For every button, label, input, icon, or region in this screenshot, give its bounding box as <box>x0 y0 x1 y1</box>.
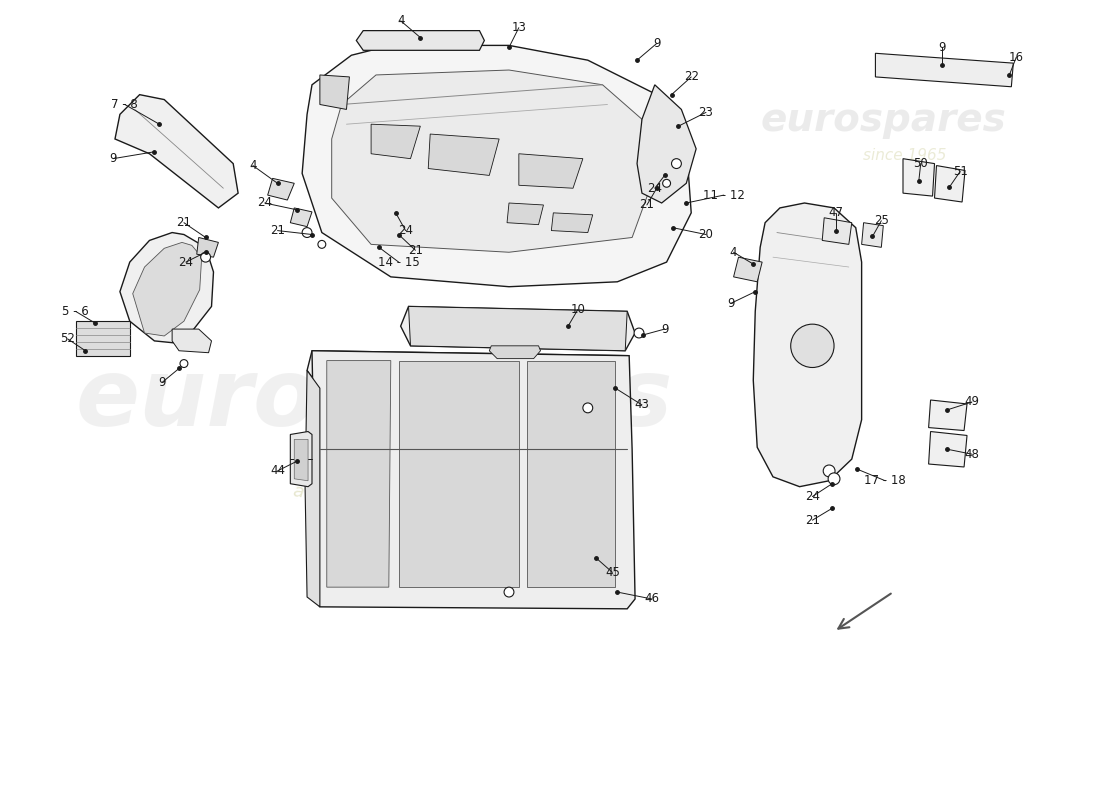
Polygon shape <box>197 238 219 257</box>
Polygon shape <box>295 439 308 481</box>
Circle shape <box>823 465 835 477</box>
Polygon shape <box>116 94 238 208</box>
Text: 13: 13 <box>512 21 526 34</box>
Text: 4: 4 <box>249 159 256 172</box>
Text: 21: 21 <box>805 514 820 526</box>
Polygon shape <box>928 431 967 467</box>
Polygon shape <box>320 75 350 110</box>
Text: 24: 24 <box>398 224 414 237</box>
Polygon shape <box>307 350 629 392</box>
Polygon shape <box>876 54 1013 86</box>
Circle shape <box>583 403 593 413</box>
Polygon shape <box>428 134 499 175</box>
Polygon shape <box>400 306 635 350</box>
Text: 7 - 8: 7 - 8 <box>111 98 139 111</box>
Text: eurospares: eurospares <box>75 354 673 446</box>
Polygon shape <box>290 431 312 486</box>
Text: 5 - 6: 5 - 6 <box>63 305 89 318</box>
Text: 4: 4 <box>397 14 405 27</box>
Text: 45: 45 <box>605 566 620 579</box>
Polygon shape <box>754 203 861 486</box>
Polygon shape <box>903 158 935 196</box>
Circle shape <box>504 587 514 597</box>
Text: 21: 21 <box>639 198 654 211</box>
Polygon shape <box>822 218 851 244</box>
Text: 52: 52 <box>60 333 75 346</box>
Text: 14 - 15: 14 - 15 <box>377 255 419 269</box>
Circle shape <box>662 179 671 187</box>
Text: a passion for parts since 1965: a passion for parts since 1965 <box>293 482 564 538</box>
Text: since 1965: since 1965 <box>864 148 947 163</box>
Polygon shape <box>305 370 320 607</box>
Polygon shape <box>371 124 420 158</box>
Text: 24: 24 <box>647 182 662 194</box>
Text: 49: 49 <box>965 395 979 409</box>
Polygon shape <box>133 242 201 336</box>
Text: 47: 47 <box>828 206 844 219</box>
Text: 21: 21 <box>270 224 285 237</box>
Text: 9: 9 <box>727 297 735 310</box>
Text: 24: 24 <box>178 255 194 269</box>
Polygon shape <box>120 233 213 343</box>
Text: 24: 24 <box>257 197 272 210</box>
Polygon shape <box>312 350 635 609</box>
Text: 4: 4 <box>729 246 737 258</box>
Polygon shape <box>551 213 593 233</box>
Circle shape <box>634 328 643 338</box>
Text: 9: 9 <box>653 37 660 50</box>
Text: 23: 23 <box>698 106 714 119</box>
Circle shape <box>302 228 312 238</box>
Text: 44: 44 <box>270 465 285 478</box>
Bar <box>76 321 130 356</box>
Polygon shape <box>290 208 312 226</box>
Circle shape <box>180 360 188 367</box>
Polygon shape <box>637 85 696 203</box>
Text: eurospares: eurospares <box>760 102 1006 139</box>
Text: 46: 46 <box>645 593 659 606</box>
Polygon shape <box>490 346 540 358</box>
Polygon shape <box>507 203 543 225</box>
Polygon shape <box>356 30 484 50</box>
Text: 9: 9 <box>109 152 117 165</box>
Polygon shape <box>527 361 615 587</box>
Polygon shape <box>398 361 519 587</box>
Circle shape <box>671 158 681 169</box>
Polygon shape <box>928 400 967 430</box>
Text: 16: 16 <box>1009 50 1024 64</box>
Text: 48: 48 <box>965 448 979 461</box>
Text: 24: 24 <box>805 490 820 503</box>
Text: 17 - 18: 17 - 18 <box>865 474 906 487</box>
Text: 9: 9 <box>938 41 946 54</box>
Polygon shape <box>327 361 390 587</box>
Text: 50: 50 <box>913 157 928 170</box>
Text: 10: 10 <box>571 303 585 316</box>
Polygon shape <box>861 222 883 247</box>
Text: 9: 9 <box>661 322 669 335</box>
Circle shape <box>318 241 326 248</box>
Polygon shape <box>935 166 965 202</box>
Polygon shape <box>408 306 627 350</box>
Polygon shape <box>172 329 211 353</box>
Circle shape <box>791 324 834 367</box>
Circle shape <box>200 252 210 262</box>
Text: 25: 25 <box>873 214 889 227</box>
Polygon shape <box>302 46 691 286</box>
Polygon shape <box>267 178 295 200</box>
Text: 51: 51 <box>953 165 968 178</box>
Polygon shape <box>734 257 762 282</box>
Polygon shape <box>332 70 652 252</box>
Text: 21: 21 <box>408 244 422 257</box>
Text: 43: 43 <box>635 398 649 411</box>
Text: 22: 22 <box>684 70 699 83</box>
Text: 9: 9 <box>158 376 166 389</box>
Text: 20: 20 <box>698 228 714 241</box>
Polygon shape <box>519 154 583 188</box>
Text: 21: 21 <box>176 216 191 229</box>
Text: 11 - 12: 11 - 12 <box>703 189 745 202</box>
Circle shape <box>828 473 840 485</box>
